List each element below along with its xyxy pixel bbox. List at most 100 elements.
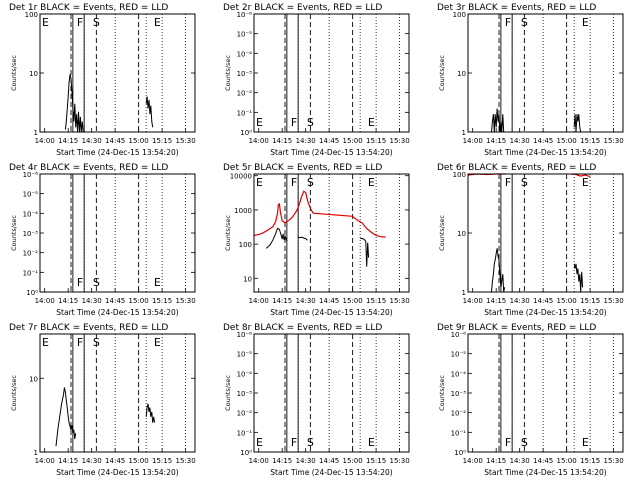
marker-label: E (154, 336, 161, 349)
marker-label: F (77, 336, 83, 349)
x-tick-label: 14:00 (249, 457, 269, 465)
x-tick-label: 14:00 (35, 137, 55, 145)
marker-label: E (256, 436, 263, 449)
x-tick-label: 14:45 (533, 137, 553, 145)
y-tick-label: 10⁻¹ (237, 429, 253, 437)
x-tick-label: 15:00 (129, 297, 149, 305)
x-tick-label: 15:15 (366, 137, 386, 145)
x-tick-label: 15:15 (580, 137, 600, 145)
panel-7: Det 7r BLACK = Events, RED = LLD Counts/s… (9, 323, 196, 477)
panel-title: Det 4r BLACK = Events, RED = LLD (9, 163, 168, 173)
panel-2: Det 2r BLACK = Events, RED = LLD Counts/s… (223, 3, 410, 157)
marker-label: F (77, 276, 83, 289)
x-axis-label: Start Time (24-Dec-15 13:54:20) (484, 148, 606, 157)
plot-frame (467, 333, 624, 453)
marker-label: E (368, 116, 375, 129)
y-tick-label: 1000 (234, 207, 252, 215)
x-tick-label: 14:00 (35, 297, 55, 305)
y-tick-label: 100 (25, 11, 38, 19)
y-tick-label: 10⁻⁶ (237, 331, 253, 339)
panel-title: Det 3r BLACK = Events, RED = LLD (437, 3, 596, 13)
x-tick-label: 15:15 (152, 457, 172, 465)
y-tick-label: 1 (34, 129, 38, 137)
x-tick-label: 14:15 (58, 297, 78, 305)
marker-label: S (307, 436, 314, 449)
y-tick-label: 10 (457, 70, 466, 78)
events-series-line (265, 227, 288, 249)
events-series-line (573, 263, 584, 293)
x-axis-label: Start Time (24-Dec-15 13:54:20) (56, 308, 178, 317)
x-tick-label: 15:30 (390, 297, 410, 305)
y-tick-label: 10⁻⁵ (237, 351, 253, 359)
y-tick-label: 10 (29, 375, 38, 383)
x-tick-label: 15:30 (604, 297, 624, 305)
y-tick-label: 100 (453, 11, 466, 19)
x-tick-label: 15:30 (176, 137, 196, 145)
x-tick-label: 15:30 (390, 137, 410, 145)
panel-title: Det 7r BLACK = Events, RED = LLD (9, 323, 168, 333)
y-tick-label: 10⁻⁶ (451, 331, 467, 339)
x-tick-label: 14:15 (58, 137, 78, 145)
marker-label: F (505, 176, 511, 189)
x-tick-label: 15:00 (557, 297, 577, 305)
y-tick-label: 10⁰ (240, 449, 252, 457)
x-tick-label: 14:30 (82, 297, 102, 305)
y-tick-label: 10⁻² (23, 250, 39, 258)
y-tick-label: 10⁻⁵ (451, 351, 467, 359)
marker-label: F (291, 436, 297, 449)
y-tick-label: 10 (243, 275, 252, 283)
events-series-line (491, 248, 506, 293)
y-axis-label: Counts/sec (10, 375, 18, 411)
marker-label: E (368, 436, 375, 449)
marker-label: F (505, 436, 511, 449)
x-tick-label: 14:45 (319, 457, 339, 465)
marker-label: S (521, 176, 528, 189)
x-tick-label: 14:30 (296, 137, 316, 145)
plot-frame (39, 333, 196, 453)
y-axis-label: Counts/sec (224, 375, 232, 411)
y-tick-label: 10⁻⁵ (23, 191, 39, 199)
panel-9: Det 9r BLACK = Events, RED = LLD Counts/s… (437, 323, 624, 477)
marker-label: S (93, 336, 100, 349)
events-series-line (491, 108, 505, 133)
marker-label: E (154, 276, 161, 289)
x-tick-label: 15:30 (604, 137, 624, 145)
marker-label: E (256, 176, 263, 189)
plot-frame (467, 13, 624, 133)
y-tick-label: 10⁻³ (237, 390, 253, 398)
x-tick-label: 14:00 (249, 137, 269, 145)
panel-title: Det 1r BLACK = Events, RED = LLD (9, 3, 168, 13)
events-series-line (145, 96, 154, 128)
y-tick-label: 10⁻⁴ (23, 210, 39, 218)
x-tick-label: 15:30 (604, 457, 624, 465)
x-tick-label: 14:30 (510, 457, 530, 465)
x-tick-label: 15:30 (176, 457, 196, 465)
y-tick-label: 10000 (230, 173, 252, 181)
x-tick-label: 15:15 (152, 137, 172, 145)
marker-label: F (291, 116, 297, 129)
y-axis-label: Counts/sec (438, 55, 446, 91)
events-series-line (573, 114, 582, 133)
lld-series-line (253, 190, 386, 238)
x-tick-label: 14:00 (249, 297, 269, 305)
panel-5: Det 5r BLACK = Events, RED = LLD Counts/s… (223, 163, 410, 317)
x-axis-label: Start Time (24-Dec-15 13:54:20) (484, 308, 606, 317)
x-tick-label: 14:15 (486, 457, 506, 465)
marker-label: S (307, 116, 314, 129)
y-axis-label: Counts/sec (224, 55, 232, 91)
x-tick-label: 14:15 (272, 457, 292, 465)
x-tick-label: 15:00 (557, 137, 577, 145)
x-tick-label: 15:00 (343, 297, 363, 305)
x-tick-label: 14:45 (319, 137, 339, 145)
x-tick-label: 15:00 (343, 137, 363, 145)
y-tick-label: 10⁻⁴ (237, 370, 253, 378)
x-tick-label: 14:30 (296, 297, 316, 305)
x-tick-label: 14:45 (105, 137, 125, 145)
plot-frame (39, 13, 196, 133)
events-series-line (145, 403, 156, 423)
x-axis-label: Start Time (24-Dec-15 13:54:20) (484, 468, 606, 477)
x-axis-label: Start Time (24-Dec-15 13:54:20) (270, 148, 392, 157)
x-tick-label: 14:15 (272, 137, 292, 145)
x-tick-label: 14:45 (533, 297, 553, 305)
marker-label: S (521, 436, 528, 449)
